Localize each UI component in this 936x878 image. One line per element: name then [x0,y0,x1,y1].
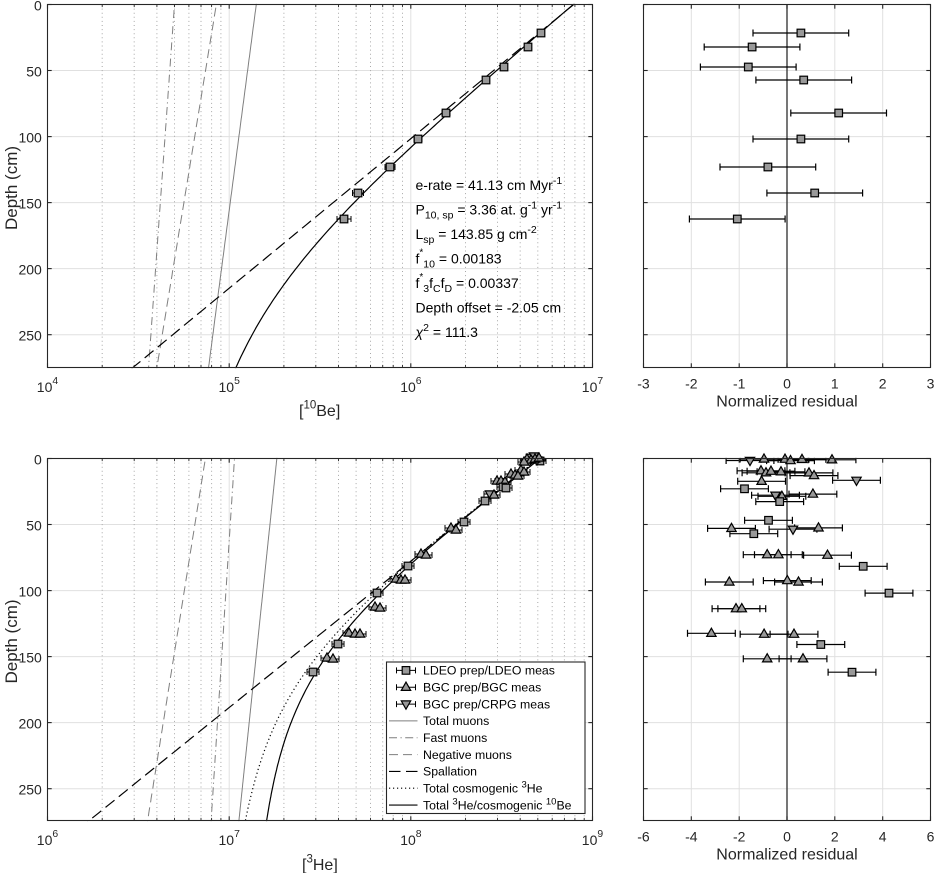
svg-text:250: 250 [18,782,42,798]
svg-text:50: 50 [26,64,42,80]
svg-text:-3: -3 [637,376,650,392]
svg-text:2: 2 [879,376,887,392]
svg-text:BGC prep/CRPG meas: BGC prep/CRPG meas [423,697,550,711]
svg-text:Fast muons: Fast muons [423,731,487,745]
svg-text:3: 3 [927,376,935,392]
svg-text:Total cosmogenic 3He: Total cosmogenic 3He [423,780,543,796]
svg-text:Normalized residual: Normalized residual [716,847,857,864]
svg-text:Depth (cm): Depth (cm) [2,146,21,230]
svg-text:-2: -2 [685,376,698,392]
svg-text:200: 200 [18,262,42,278]
svg-text:100: 100 [18,584,42,600]
svg-text:f*10 = 0.00183: f*10 = 0.00183 [416,248,502,271]
svg-text:f*3fCfD = 0.00337: f*3fCfD = 0.00337 [416,272,519,295]
svg-text:-1: -1 [733,376,746,392]
svg-text:e-rate = 41.13 cm Myr-1: e-rate = 41.13 cm Myr-1 [416,175,563,193]
svg-text:2: 2 [831,829,839,845]
svg-text:4: 4 [879,829,887,845]
svg-text:BGC prep/BGC meas: BGC prep/BGC meas [423,681,541,695]
svg-text:-4: -4 [685,829,698,845]
svg-text:0: 0 [34,452,42,468]
svg-text:LDEO prep/LDEO meas: LDEO prep/LDEO meas [423,664,555,678]
svg-text:6: 6 [927,829,935,845]
svg-text:-6: -6 [637,829,650,845]
svg-text:100: 100 [18,130,42,146]
svg-text:Negative muons: Negative muons [423,748,512,762]
svg-text:1: 1 [831,376,839,392]
svg-text:0: 0 [783,829,791,845]
svg-text:Spallation: Spallation [423,765,477,779]
svg-text:Lsp = 143.85 g cm-2: Lsp = 143.85 g cm-2 [416,224,537,246]
svg-text:Depth offset = -2.05 cm: Depth offset = -2.05 cm [416,300,562,316]
svg-text:Total muons: Total muons [423,714,489,728]
svg-text:250: 250 [18,328,42,344]
svg-text:0: 0 [783,376,791,392]
svg-text:-2: -2 [733,829,746,845]
svg-text:Normalized residual: Normalized residual [716,394,857,411]
svg-text:Depth (cm): Depth (cm) [2,599,21,683]
svg-text:50: 50 [26,518,42,534]
svg-text:χ2 = 111.3: χ2 = 111.3 [414,322,479,340]
svg-text:200: 200 [18,716,42,732]
svg-text:Total 3He/cosmogenic 10Be: Total 3He/cosmogenic 10Be [423,796,572,812]
svg-text:150: 150 [18,196,42,212]
svg-text:150: 150 [18,650,42,666]
svg-text:0: 0 [34,0,42,14]
